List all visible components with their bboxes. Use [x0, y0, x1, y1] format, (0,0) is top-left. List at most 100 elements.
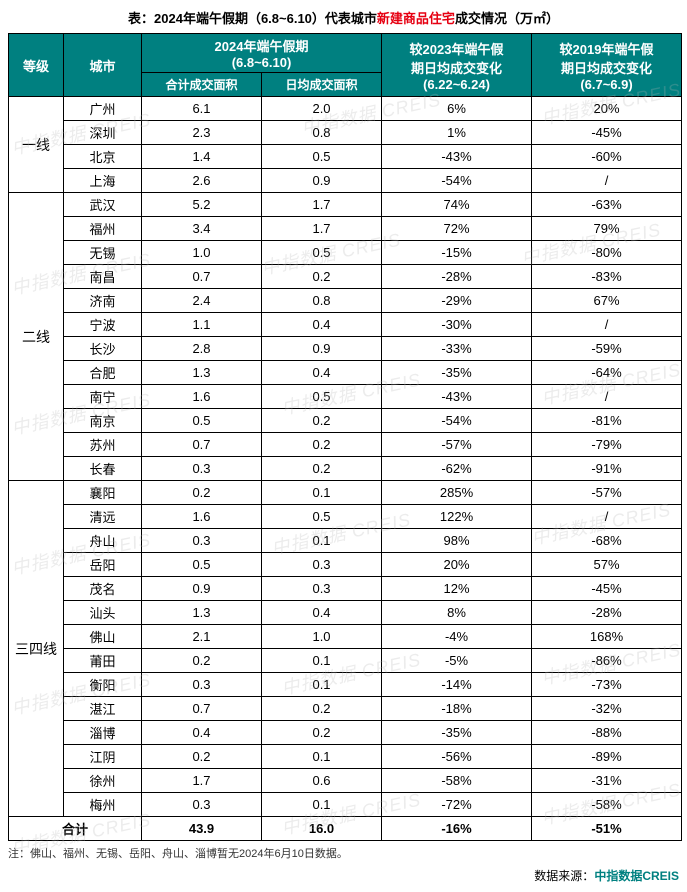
value-cell: 0.9	[142, 577, 262, 601]
th-city: 城市	[64, 34, 142, 97]
value-cell: -35%	[382, 361, 532, 385]
value-cell: -5%	[382, 649, 532, 673]
value-cell: -60%	[532, 145, 682, 169]
value-cell: -57%	[532, 481, 682, 505]
value-cell: 6%	[382, 97, 532, 121]
table-row: 无锡1.00.5-15%-80%	[9, 241, 682, 265]
table-row: 济南2.40.8-29%67%	[9, 289, 682, 313]
value-cell: 1.7	[262, 217, 382, 241]
value-cell: -72%	[382, 793, 532, 817]
value-cell: 0.2	[262, 433, 382, 457]
source-brand: 中指数据CREIS	[594, 869, 679, 883]
th-tier: 等级	[9, 34, 64, 97]
value-cell: -45%	[532, 121, 682, 145]
table-row: 舟山0.30.198%-68%	[9, 529, 682, 553]
value-cell: 98%	[382, 529, 532, 553]
total-value: -51%	[532, 817, 682, 841]
city-cell: 莆田	[64, 649, 142, 673]
value-cell: 0.5	[262, 241, 382, 265]
city-cell: 长沙	[64, 337, 142, 361]
value-cell: 3.4	[142, 217, 262, 241]
city-cell: 淄博	[64, 721, 142, 745]
table-row: 莆田0.20.1-5%-86%	[9, 649, 682, 673]
table-row: 南宁1.60.5-43%/	[9, 385, 682, 409]
value-cell: -58%	[532, 793, 682, 817]
city-cell: 岳阳	[64, 553, 142, 577]
value-cell: 72%	[382, 217, 532, 241]
table-row: 南京0.50.2-54%-81%	[9, 409, 682, 433]
th-vs2023-l1: 较2023年端午假	[410, 42, 504, 57]
city-cell: 北京	[64, 145, 142, 169]
value-cell: -83%	[532, 265, 682, 289]
city-cell: 梅州	[64, 793, 142, 817]
value-cell: -28%	[532, 601, 682, 625]
city-cell: 深圳	[64, 121, 142, 145]
tier-cell: 一线	[9, 97, 64, 193]
value-cell: -89%	[532, 745, 682, 769]
value-cell: -63%	[532, 193, 682, 217]
value-cell: 2.4	[142, 289, 262, 313]
value-cell: 0.8	[262, 289, 382, 313]
value-cell: 0.7	[142, 697, 262, 721]
value-cell: 2.0	[262, 97, 382, 121]
value-cell: 1.4	[142, 145, 262, 169]
value-cell: -43%	[382, 385, 532, 409]
value-cell: -18%	[382, 697, 532, 721]
city-cell: 茂名	[64, 577, 142, 601]
city-cell: 宁波	[64, 313, 142, 337]
city-cell: 上海	[64, 169, 142, 193]
value-cell: 0.9	[262, 169, 382, 193]
table-row: 江阴0.20.1-56%-89%	[9, 745, 682, 769]
th-total-area: 合计成交面积	[142, 73, 262, 97]
data-source: 数据来源：中指数据CREIS	[8, 867, 679, 884]
value-cell: -43%	[382, 145, 532, 169]
value-cell: -31%	[532, 769, 682, 793]
value-cell: 0.5	[142, 553, 262, 577]
city-cell: 衡阳	[64, 673, 142, 697]
city-cell: 南昌	[64, 265, 142, 289]
th-period-main: 2024年端午假期	[215, 39, 309, 54]
value-cell: -88%	[532, 721, 682, 745]
value-cell: 0.2	[142, 481, 262, 505]
city-cell: 江阴	[64, 745, 142, 769]
footnote: 注：佛山、福州、无锡、岳阳、舟山、淄博暂无2024年6月10日数据。	[8, 845, 679, 861]
value-cell: -29%	[382, 289, 532, 313]
value-cell: 0.3	[142, 793, 262, 817]
value-cell: 20%	[382, 553, 532, 577]
value-cell: 2.1	[142, 625, 262, 649]
value-cell: -35%	[382, 721, 532, 745]
value-cell: 1.6	[142, 505, 262, 529]
table-row: 苏州0.70.2-57%-79%	[9, 433, 682, 457]
table-row: 合肥1.30.4-35%-64%	[9, 361, 682, 385]
city-cell: 清远	[64, 505, 142, 529]
table-row: 徐州1.70.6-58%-31%	[9, 769, 682, 793]
value-cell: 1.3	[142, 601, 262, 625]
th-period: 2024年端午假期 (6.8~6.10)	[142, 34, 382, 73]
value-cell: 6.1	[142, 97, 262, 121]
value-cell: 0.2	[142, 649, 262, 673]
table-row: 清远1.60.5122%/	[9, 505, 682, 529]
value-cell: 0.2	[262, 265, 382, 289]
value-cell: 2.8	[142, 337, 262, 361]
value-cell: 1.6	[142, 385, 262, 409]
value-cell: -79%	[532, 433, 682, 457]
value-cell: 168%	[532, 625, 682, 649]
value-cell: 0.3	[142, 457, 262, 481]
value-cell: -30%	[382, 313, 532, 337]
th-period-sub: (6.8~6.10)	[232, 55, 292, 70]
total-row: 合计43.916.0-16%-51%	[9, 817, 682, 841]
value-cell: 0.6	[262, 769, 382, 793]
value-cell: -33%	[382, 337, 532, 361]
city-cell: 湛江	[64, 697, 142, 721]
value-cell: 1.1	[142, 313, 262, 337]
table-row: 长沙2.80.9-33%-59%	[9, 337, 682, 361]
value-cell: 0.2	[262, 457, 382, 481]
value-cell: -81%	[532, 409, 682, 433]
value-cell: /	[532, 169, 682, 193]
city-cell: 福州	[64, 217, 142, 241]
city-cell: 广州	[64, 97, 142, 121]
value-cell: -57%	[382, 433, 532, 457]
value-cell: 0.7	[142, 265, 262, 289]
th-vs2019: 较2019年端午假 期日均成交变化 (6.7~6.9)	[532, 34, 682, 97]
value-cell: 0.1	[262, 673, 382, 697]
